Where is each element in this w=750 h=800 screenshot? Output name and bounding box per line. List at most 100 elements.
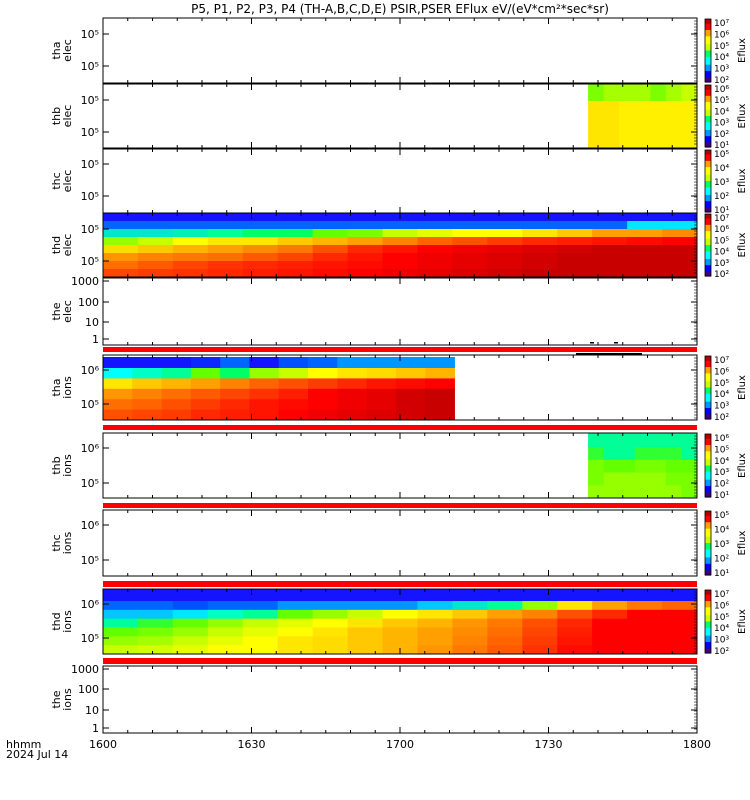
colorbar-swatch bbox=[705, 634, 711, 637]
y-tick-label: 100 bbox=[78, 296, 99, 309]
colorbar-swatch bbox=[705, 602, 711, 605]
heatmap-cell bbox=[312, 618, 349, 628]
colorbar-label: Eflux bbox=[737, 453, 748, 478]
heatmap-cell bbox=[452, 253, 488, 262]
y-axis-label-line: thc bbox=[50, 534, 63, 551]
y-axis-label-line: tha bbox=[50, 41, 63, 59]
heatmap-cell bbox=[425, 409, 455, 421]
colorbar-swatch bbox=[705, 58, 711, 61]
heatmap-cell bbox=[425, 388, 455, 400]
heatmap-cell bbox=[312, 245, 349, 254]
colorbar-swatch bbox=[705, 220, 711, 223]
colorbar-swatch bbox=[705, 131, 711, 134]
colorbar-swatch bbox=[705, 382, 711, 385]
heatmap-cell bbox=[337, 378, 368, 390]
heatmap-cell bbox=[662, 589, 698, 602]
heatmap-cell bbox=[662, 645, 698, 655]
colorbar-swatch bbox=[705, 66, 711, 69]
colorbar-swatch bbox=[705, 590, 711, 593]
colorbar-swatch bbox=[705, 153, 711, 156]
heatmap-cell bbox=[592, 636, 628, 646]
heatmap-cell bbox=[557, 601, 593, 611]
colorbar-swatch bbox=[705, 91, 711, 94]
colorbar-swatch bbox=[705, 243, 711, 246]
heatmap-cell bbox=[277, 609, 314, 620]
heatmap-cell bbox=[452, 645, 488, 655]
colorbar-frame bbox=[704, 18, 712, 83]
heatmap-cell bbox=[312, 627, 349, 637]
heatmap-cell bbox=[557, 229, 593, 238]
heatmap-cell bbox=[366, 388, 397, 400]
heatmap-cell bbox=[681, 459, 698, 473]
panel-frame bbox=[102, 665, 698, 734]
heatmap-cell bbox=[366, 357, 397, 369]
colorbar-swatch bbox=[705, 445, 711, 448]
colorbar-tick-label: 10⁵ bbox=[714, 445, 729, 455]
heatmap-cell bbox=[627, 645, 663, 655]
heatmap-cell bbox=[662, 609, 698, 620]
heatmap-cell bbox=[249, 368, 280, 379]
heatmap-cell bbox=[103, 399, 133, 411]
colorbar-swatch bbox=[705, 616, 711, 619]
colorbar-swatch bbox=[705, 619, 711, 623]
colorbar-swatch bbox=[705, 470, 711, 473]
heatmap-cell bbox=[662, 213, 698, 222]
heatmap-cell bbox=[592, 237, 628, 246]
heatmap-cell bbox=[242, 627, 279, 637]
colorbar-tick-label: 10⁵ bbox=[714, 379, 729, 389]
colorbar-swatch bbox=[705, 106, 711, 109]
heatmap-cell bbox=[487, 627, 523, 637]
heatmap-cell bbox=[190, 388, 221, 400]
heatmap-cell bbox=[662, 253, 698, 262]
heatmap-cell bbox=[627, 245, 663, 254]
colorbar-swatch bbox=[705, 217, 711, 220]
y-tick-label: 100 bbox=[78, 683, 99, 696]
colorbar-swatch bbox=[705, 604, 711, 607]
y-tick-label: 10⁵ bbox=[81, 255, 99, 268]
heatmap-cell bbox=[242, 261, 279, 270]
heatmap-cell bbox=[395, 357, 426, 369]
heatmap-cell bbox=[522, 237, 558, 246]
heatmap-cell bbox=[603, 459, 620, 473]
colorbar-swatch bbox=[705, 53, 711, 56]
time-tick-label: 1630 bbox=[238, 738, 266, 751]
colorbar-tick-label: 10⁷ bbox=[714, 590, 729, 600]
heatmap-cell bbox=[137, 636, 174, 646]
heatmap-cell bbox=[382, 609, 418, 620]
heatmap-cell bbox=[662, 627, 698, 637]
colorbar-swatch bbox=[705, 208, 711, 212]
heatmap-cell bbox=[312, 269, 349, 278]
colorbar-swatch bbox=[705, 448, 711, 451]
heatmap-cell bbox=[172, 229, 209, 238]
heatmap-cell bbox=[103, 261, 139, 270]
heatmap-cell bbox=[137, 645, 174, 655]
colorbar-label: Eflux bbox=[737, 375, 748, 400]
y-tick-label: 10⁶ bbox=[81, 519, 100, 532]
heatmap-cell bbox=[220, 378, 250, 390]
heatmap-cell bbox=[103, 601, 139, 611]
panel-frame bbox=[102, 277, 698, 346]
colorbar-swatch bbox=[705, 531, 711, 534]
colorbar-swatch bbox=[705, 218, 711, 221]
y-axis-label-line: elec bbox=[61, 300, 74, 323]
y-tick-label: 10⁵ bbox=[81, 126, 99, 139]
y-tick-label: 10⁶ bbox=[81, 598, 100, 611]
heatmap-cell bbox=[207, 237, 244, 246]
heatmap-cell bbox=[487, 261, 523, 270]
colorbar-swatch bbox=[705, 78, 711, 82]
heatmap-cell bbox=[207, 589, 244, 602]
heatmap-cell bbox=[395, 409, 426, 421]
colorbar-tick-label: 10⁷ bbox=[714, 214, 729, 224]
heatmap-cell bbox=[627, 627, 663, 637]
heatmap-cell bbox=[627, 237, 663, 246]
heatmap-cell bbox=[220, 388, 250, 400]
colorbar-tick-label: 10¹ bbox=[714, 141, 729, 151]
heatmap-cell bbox=[417, 618, 453, 628]
heatmap-cell bbox=[103, 221, 139, 230]
colorbar-swatch bbox=[705, 362, 711, 365]
heatmap-cell bbox=[452, 245, 488, 254]
heatmap-cell bbox=[522, 609, 558, 620]
heatmap-cell bbox=[452, 636, 488, 646]
heatmap-cell bbox=[312, 645, 349, 655]
colorbar-tick-label: 10⁴ bbox=[714, 526, 729, 536]
